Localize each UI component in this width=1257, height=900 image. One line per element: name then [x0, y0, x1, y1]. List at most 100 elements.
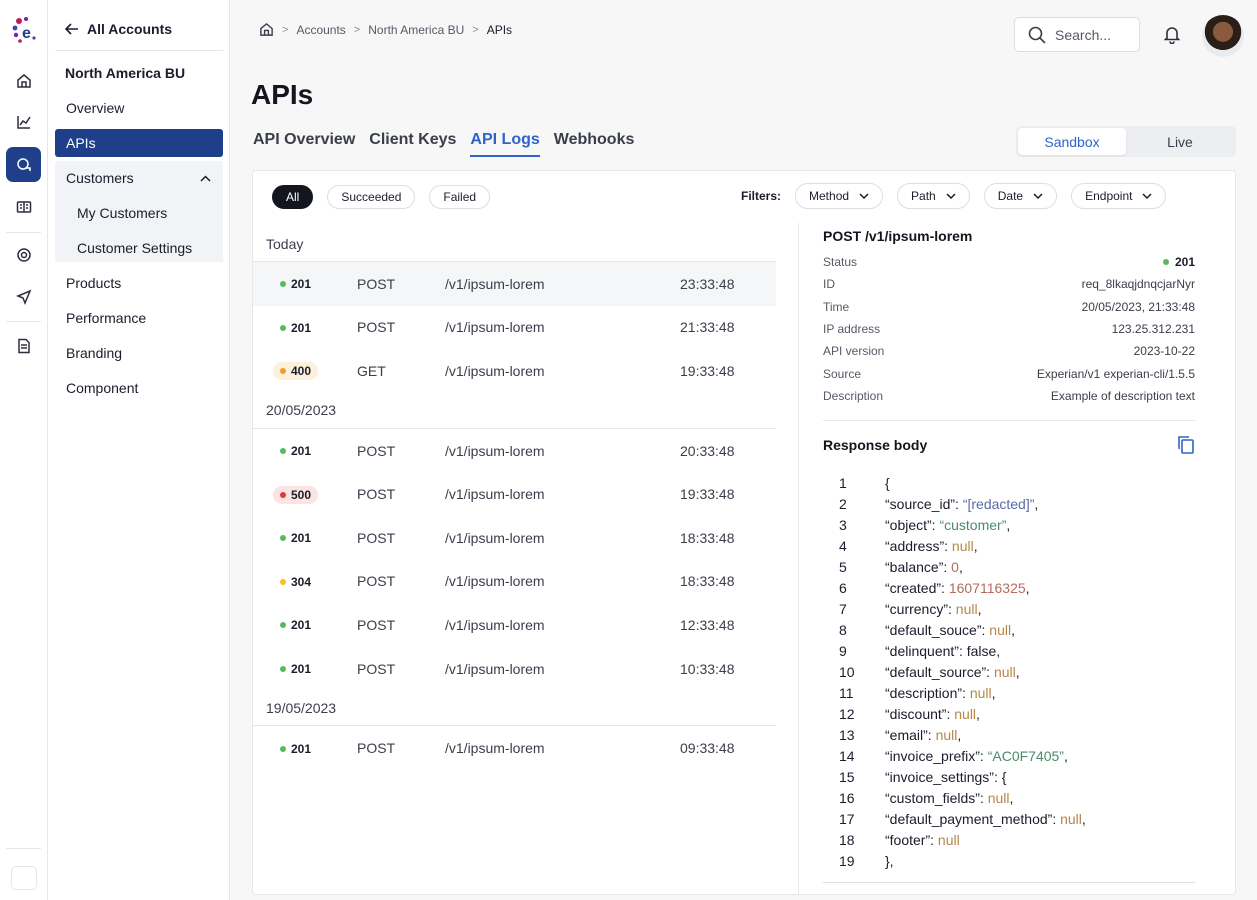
status-dot: [280, 281, 286, 288]
avatar[interactable]: [1202, 15, 1244, 57]
chip-all[interactable]: All: [272, 185, 314, 209]
filter-date[interactable]: Date: [983, 183, 1058, 209]
rail-reports[interactable]: [6, 328, 41, 363]
tab-api-logs[interactable]: API Logs: [470, 131, 540, 157]
log-group-title: Today: [253, 226, 776, 262]
nav-item-performance[interactable]: Performance: [66, 310, 147, 326]
back-link[interactable]: All Accounts: [65, 21, 172, 37]
detail-field-value: req_8lkaqjdnqcjarNyr: [1081, 277, 1195, 292]
status-code: 500: [291, 487, 312, 502]
detail-field-key: Source: [823, 366, 862, 381]
code-line: 4 “address”: null,: [823, 535, 1195, 556]
chevron-right-icon: >: [472, 23, 479, 36]
detail-field: Source Experian/v1 experian-cli/1.5.5: [823, 362, 1195, 384]
log-row[interactable]: 201 POST/v1/ipsum-lorem 12:33:48: [253, 603, 776, 647]
detail-field-value: 201: [1162, 255, 1195, 269]
code-token: “customer”: [939, 516, 1007, 533]
nav-item-products[interactable]: Products: [66, 275, 122, 291]
breadcrumb-accounts[interactable]: Accounts: [296, 22, 346, 37]
env-sandbox[interactable]: Sandbox: [1018, 128, 1126, 155]
code-line-text: “balance”: 0,: [885, 559, 963, 575]
chip-succeeded[interactable]: Succeeded: [327, 185, 416, 209]
log-method: GET: [357, 362, 386, 379]
tab-api-overview[interactable]: API Overview: [253, 131, 356, 148]
search-input[interactable]: Search...: [1014, 17, 1140, 52]
code-line: 14 “invoice_prefix”: “AC0F7405”,: [823, 745, 1195, 766]
log-row[interactable]: 201 POST/v1/ipsum-lorem 18:33:48: [253, 516, 776, 560]
code-line-number: 17: [839, 810, 855, 827]
rail-collapse-button[interactable]: [11, 866, 37, 890]
icon-rail: e: [0, 0, 48, 900]
log-row[interactable]: 400 GET/v1/ipsum-lorem 19:33:48: [253, 349, 776, 393]
log-row[interactable]: 500 POST/v1/ipsum-lorem 19:33:48: [253, 472, 776, 516]
nav-item-component[interactable]: Component: [66, 380, 139, 396]
log-row[interactable]: 201 POST/v1/ipsum-lorem 20:33:48: [253, 429, 776, 473]
document-icon: [17, 338, 30, 353]
book-icon: [16, 200, 31, 213]
log-row[interactable]: 201 POST/v1/ipsum-lorem 10:33:48: [253, 647, 776, 691]
status-badge: 201: [273, 740, 318, 758]
log-method: POST: [357, 573, 396, 590]
code-line-number: 11: [839, 684, 854, 701]
status-dot: [280, 666, 286, 673]
copy-icon[interactable]: [1177, 435, 1195, 455]
status-dot: [280, 448, 286, 455]
rail-send[interactable]: [6, 279, 41, 314]
code-token: ,: [1006, 516, 1011, 533]
status-code: 201: [291, 277, 312, 292]
code-token: null: [987, 789, 1010, 806]
detail-field: IP address 123.25.312.231: [823, 318, 1195, 340]
detail-field-key: ID: [823, 277, 835, 292]
code-token: “email”:: [885, 726, 936, 743]
rail-docs[interactable]: [6, 189, 41, 224]
breadcrumb-bu[interactable]: North America BU: [368, 22, 465, 37]
tab-webhooks[interactable]: Webhooks: [553, 131, 635, 148]
tab-client-keys[interactable]: Client Keys: [369, 131, 457, 148]
code-line-text: },: [885, 853, 894, 869]
rail-home[interactable]: [6, 63, 41, 98]
filters-label: Filters:: [741, 189, 782, 203]
rail-apis[interactable]: [6, 147, 41, 182]
bell-icon[interactable]: [1162, 24, 1182, 44]
code-token: “balance”:: [885, 558, 952, 575]
rail-analytics[interactable]: [6, 104, 41, 139]
code-line-number: 3: [839, 516, 847, 533]
code-token: “address”:: [885, 537, 952, 554]
nav-item-overview[interactable]: Overview: [66, 100, 125, 116]
filter-path[interactable]: Path: [897, 183, 970, 209]
code-line-number: 2: [839, 495, 847, 512]
log-path: /v1/ipsum-lorem: [445, 275, 545, 292]
log-method: POST: [357, 529, 396, 546]
log-time: 12:33:48: [680, 616, 735, 633]
response-body-label: Response body: [823, 437, 928, 454]
code-token: 0: [951, 558, 959, 575]
nav-item-my-customers[interactable]: My Customers: [55, 199, 223, 227]
code-token: ,: [991, 684, 996, 701]
nav-item-apis[interactable]: APIs: [55, 129, 223, 157]
log-row[interactable]: 201 POST/v1/ipsum-lorem 23:33:48: [253, 262, 776, 306]
log-row[interactable]: 201 POST/v1/ipsum-lorem 21:33:48: [253, 306, 776, 350]
rail-support[interactable]: [6, 237, 41, 272]
home-icon[interactable]: [259, 22, 274, 37]
log-path: /v1/ipsum-lorem: [445, 616, 545, 633]
code-line-number: 6: [839, 579, 847, 596]
chip-failed[interactable]: Failed: [429, 185, 491, 209]
nav-item-branding[interactable]: Branding: [66, 345, 123, 361]
filter-method[interactable]: Method: [795, 183, 884, 209]
code-line: 6 “created”: 1607116325,: [823, 577, 1195, 598]
log-status-cell: 304: [253, 572, 357, 591]
env-live[interactable]: Live: [1167, 133, 1193, 150]
breadcrumb: > Accounts > North America BU > APIs: [259, 22, 512, 37]
response-body-header: Response body: [823, 435, 1195, 455]
brand-logo[interactable]: e: [10, 16, 38, 46]
code-line-text: “invoice_settings”: {: [885, 769, 1006, 785]
home-icon: [16, 73, 31, 88]
code-token: null: [993, 663, 1016, 680]
filter-endpoint[interactable]: Endpoint: [1071, 183, 1167, 209]
nav-item-customers[interactable]: Customers: [55, 164, 223, 192]
log-row[interactable]: 304 POST/v1/ipsum-lorem 18:33:48: [253, 560, 776, 604]
nav-item-customer-settings[interactable]: Customer Settings: [55, 234, 223, 262]
log-time: 19:33:48: [680, 486, 735, 503]
log-row[interactable]: 201 POST/v1/ipsum-lorem 09:33:48: [253, 726, 776, 770]
log-status-cell: 400: [253, 361, 357, 381]
